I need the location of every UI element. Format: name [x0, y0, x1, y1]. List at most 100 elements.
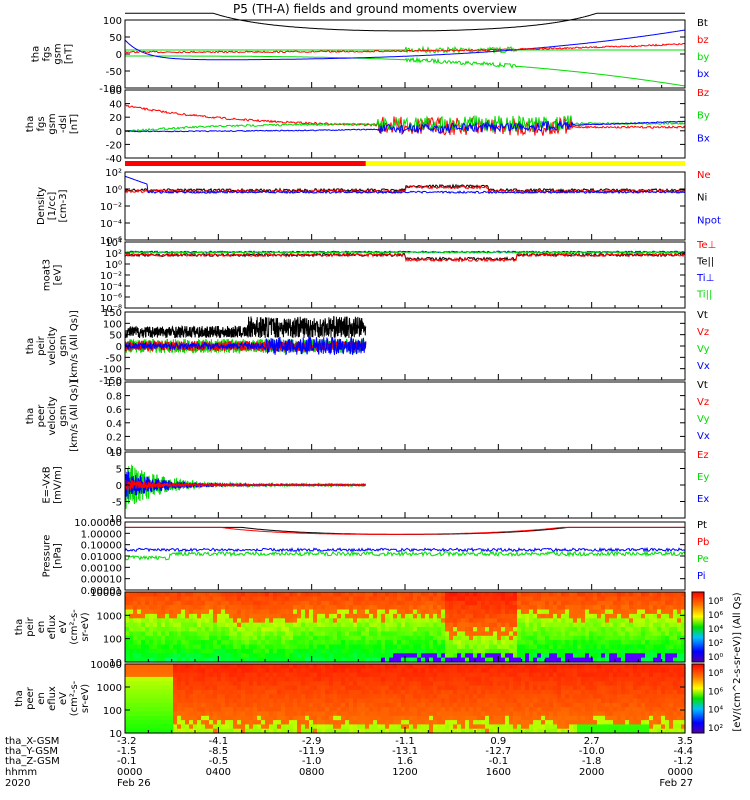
heatmap-cell	[125, 668, 130, 674]
heatmap-cell	[129, 627, 134, 632]
heatmap-cell	[293, 689, 298, 695]
heatmap-cell	[325, 715, 330, 721]
heatmap-cell	[505, 681, 510, 687]
y-tick-label: -150	[99, 376, 122, 387]
heatmap-cell	[681, 631, 686, 637]
heatmap-cell	[613, 694, 618, 700]
heatmap-cell	[545, 724, 550, 730]
heatmap-cell	[601, 711, 606, 717]
heatmap-cell	[193, 672, 198, 678]
heatmap-cell	[201, 672, 206, 678]
heatmap-cell	[489, 668, 494, 674]
heatmap-cell	[605, 640, 610, 646]
heatmap-cell	[293, 640, 298, 646]
heatmap-cell	[437, 631, 442, 637]
heatmap-cell	[573, 711, 578, 717]
heatmap-cell	[549, 648, 554, 654]
heatmap-cell	[625, 698, 630, 704]
heatmap-cell	[513, 605, 518, 611]
heatmap-cell	[421, 635, 426, 641]
heatmap-cell	[529, 672, 534, 678]
heatmap-cell	[197, 592, 202, 597]
heatmap-cell	[333, 707, 338, 712]
heatmap-cell	[229, 648, 234, 654]
y-tick-label: 0	[116, 127, 122, 138]
heatmap-cell	[637, 648, 642, 654]
pi-line	[124, 546, 686, 553]
legend-by: By	[697, 111, 710, 122]
heatmap-cell	[385, 724, 390, 730]
heatmap-cell	[433, 668, 438, 674]
heatmap-cell	[669, 613, 674, 619]
heatmap-cell	[485, 685, 490, 691]
heatmap-cell	[273, 668, 278, 674]
heatmap-cell	[501, 644, 506, 650]
heatmap-cell	[321, 681, 326, 687]
heatmap-cell	[229, 720, 234, 725]
heatmap-cell	[645, 622, 650, 628]
heatmap-cell	[461, 664, 466, 669]
heatmap-cell	[321, 720, 326, 725]
heatmap-cell	[517, 622, 522, 628]
heatmap-cell	[185, 640, 190, 646]
heatmap-cell	[385, 668, 390, 674]
y-tick-label: 0	[116, 342, 122, 353]
heatmap-cell	[201, 689, 206, 695]
heatmap-cell	[153, 668, 158, 674]
heatmap-cell	[333, 605, 338, 611]
heatmap-cell	[253, 715, 258, 721]
heatmap-cell	[165, 694, 170, 700]
heatmap-cell	[393, 685, 398, 691]
heatmap-cell	[457, 657, 462, 663]
heatmap-cell	[657, 657, 662, 663]
heatmap-cell	[193, 631, 198, 637]
heatmap-cell	[141, 698, 146, 704]
heatmap-cell	[149, 672, 154, 678]
heatmap-cell	[241, 653, 246, 659]
heatmap-cell	[457, 694, 462, 700]
heatmap-cell	[309, 707, 314, 712]
heatmap-cell	[481, 653, 486, 659]
heatmap-cell	[637, 640, 642, 646]
heatmap-cell	[241, 668, 246, 674]
heatmap-cell	[245, 644, 250, 650]
heatmap-cell	[477, 676, 482, 682]
heatmap-cell	[529, 681, 534, 687]
heatmap-cell	[269, 689, 274, 695]
heatmap-cell	[441, 685, 446, 691]
heatmap-cell	[509, 618, 514, 624]
heatmap-cell	[673, 685, 678, 691]
heatmap-cell	[653, 657, 658, 663]
heatmap-cell	[645, 698, 650, 704]
heatmap-cell	[305, 627, 310, 632]
heatmap-cell	[449, 685, 454, 691]
heatmap-cell	[533, 698, 538, 704]
heatmap-cell	[145, 592, 150, 597]
heatmap-cell	[165, 605, 170, 611]
heatmap-cell	[325, 672, 330, 678]
heatmap-cell	[605, 618, 610, 624]
heatmap-cell	[657, 720, 662, 725]
heatmap-cell	[573, 724, 578, 730]
heatmap-cell	[233, 681, 238, 687]
heatmap-cell	[381, 668, 386, 674]
heatmap-cell	[529, 653, 534, 659]
heatmap-cell	[417, 685, 422, 691]
heatmap-cell	[405, 681, 410, 687]
heatmap-cell	[181, 664, 186, 669]
heatmap-cell	[553, 715, 558, 721]
heatmap-cell	[665, 681, 670, 687]
heatmap-cell	[373, 596, 378, 602]
heatmap-cell	[341, 618, 346, 624]
heatmap-cell	[593, 720, 598, 725]
heatmap-cell	[633, 618, 638, 624]
heatmap-cell	[333, 592, 338, 597]
heatmap-cell	[289, 653, 294, 659]
heatmap-cell	[241, 676, 246, 682]
heatmap-cell	[341, 707, 346, 712]
heatmap-cell	[421, 596, 426, 602]
heatmap-cell	[517, 681, 522, 687]
heatmap-cell	[393, 681, 398, 687]
heatmap-cell	[129, 715, 134, 721]
heatmap-cell	[309, 715, 314, 721]
